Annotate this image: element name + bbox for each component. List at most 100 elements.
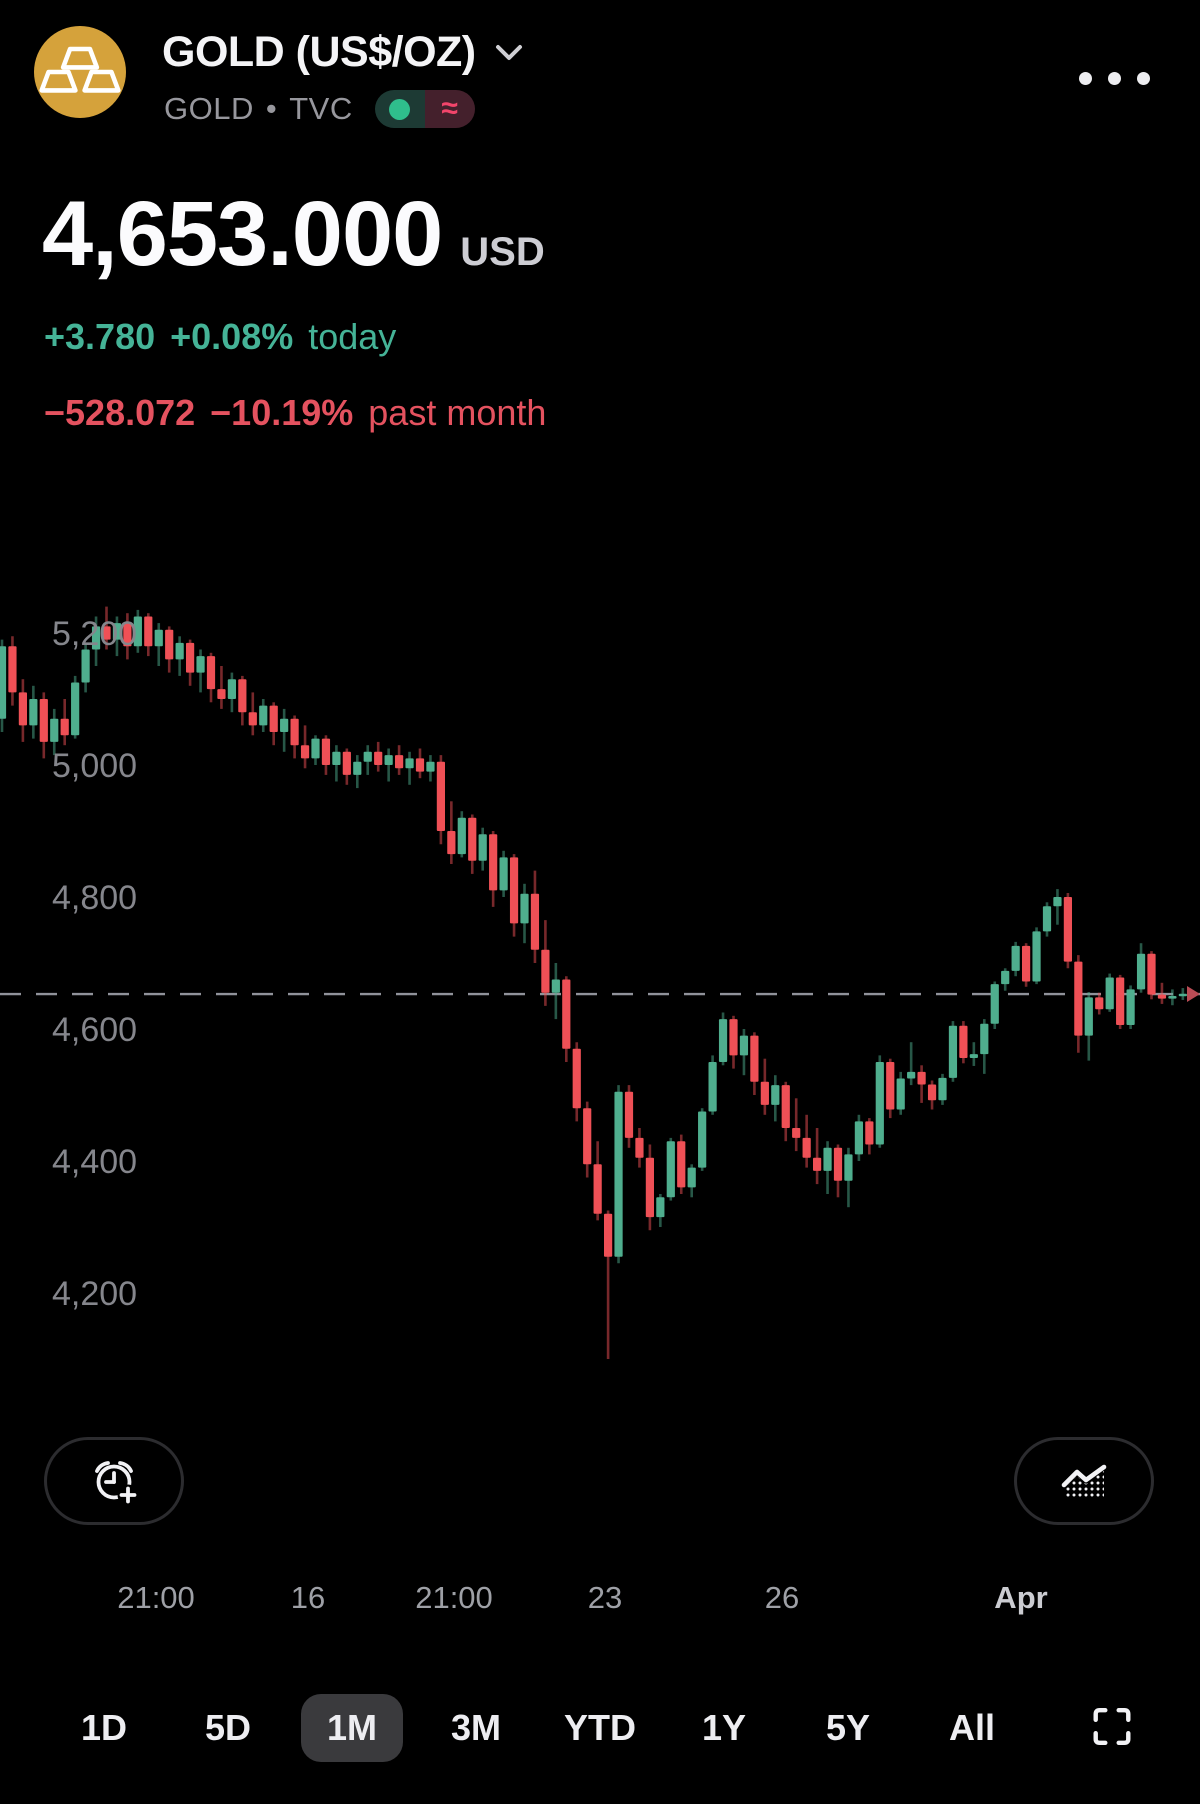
market-open-segment: [374, 90, 425, 128]
candle: [489, 834, 498, 891]
candle: [656, 1197, 665, 1218]
candle: [1105, 977, 1114, 1010]
x-axis: 21:00 16 21:00 23 26 Apr: [0, 1580, 1200, 1624]
candle: [144, 616, 153, 647]
tab-ytd[interactable]: YTD: [538, 1694, 662, 1762]
candle: [8, 646, 17, 693]
candlestick-canvas[interactable]: 5,200 5,000 4,800 4,600 4,400 4,200: [0, 545, 1200, 1425]
subtitle-separator: •: [265, 91, 278, 126]
candle: [196, 656, 205, 673]
dot-icon: [1137, 72, 1150, 85]
price-row: 4,653.000 USD: [42, 182, 545, 287]
candle: [259, 705, 268, 726]
candle: [227, 679, 236, 699]
candle: [384, 755, 393, 765]
page-title: GOLD (US$/OZ): [162, 28, 476, 76]
candle: [959, 1025, 968, 1059]
candle: [708, 1062, 717, 1112]
fullscreen-button[interactable]: [1081, 1696, 1143, 1761]
symbol-selector[interactable]: GOLD (US$/OZ): [162, 28, 524, 77]
candle: [802, 1137, 811, 1158]
candle: [1178, 993, 1187, 997]
change-today-value: +3.780: [44, 316, 156, 357]
tab-3m[interactable]: 3M: [425, 1694, 527, 1762]
candle: [1084, 997, 1093, 1036]
candle: [332, 751, 341, 765]
fullscreen-icon: [1093, 1708, 1131, 1745]
alarm-add-icon: [95, 1461, 139, 1506]
chart-style-button[interactable]: [1014, 1437, 1154, 1525]
candle: [1095, 997, 1104, 1010]
tab-5d[interactable]: 5D: [179, 1694, 277, 1762]
candle: [217, 689, 226, 699]
candle: [447, 831, 456, 855]
candle: [342, 751, 351, 775]
candle: [457, 817, 466, 855]
candle: [844, 1154, 853, 1181]
candle: [509, 857, 519, 924]
candle: [583, 1108, 592, 1165]
candle: [478, 834, 487, 861]
change-today: +3.780 +0.08% today: [44, 316, 396, 358]
chart-area: 5,200 5,000 4,800 4,600 4,400 4,200: [0, 545, 1200, 1425]
candle: [760, 1081, 769, 1105]
candle: [154, 629, 163, 647]
candle: [269, 705, 278, 732]
add-alert-button[interactable]: [44, 1437, 184, 1525]
dot-icon: [1079, 72, 1092, 85]
candle: [750, 1035, 759, 1082]
tab-5y[interactable]: 5Y: [800, 1694, 896, 1762]
candle: [1022, 945, 1031, 982]
candle: [374, 751, 383, 765]
candle: [50, 718, 59, 742]
last-price-marker: [1187, 986, 1200, 1003]
change-month-value: −528.072: [44, 392, 196, 433]
more-options-button[interactable]: [1073, 66, 1156, 91]
candle: [133, 616, 142, 647]
candle: [0, 646, 7, 719]
candle: [60, 718, 69, 736]
candle: [499, 857, 508, 891]
change-month-label: past month: [368, 392, 547, 433]
tab-1d[interactable]: 1D: [55, 1694, 153, 1762]
tab-1y[interactable]: 1Y: [676, 1694, 772, 1762]
y-axis-label: 4,800: [52, 879, 137, 917]
candle: [426, 761, 435, 772]
candle: [593, 1164, 602, 1214]
candle: [1074, 961, 1083, 1036]
candle: [781, 1085, 790, 1128]
candle: [238, 679, 247, 713]
x-axis-label: 26: [764, 1580, 800, 1615]
y-axis-label: 5,200: [52, 615, 137, 653]
candle: [1147, 953, 1156, 995]
candle: [290, 718, 299, 746]
candle: [541, 949, 550, 993]
candle: [186, 642, 195, 673]
candle: [395, 755, 404, 769]
market-status-badge[interactable]: ≈: [374, 90, 475, 128]
candle: [624, 1091, 634, 1138]
chevron-down-icon: [495, 44, 522, 60]
candle: [520, 893, 529, 924]
candle: [645, 1157, 654, 1218]
candle: [896, 1078, 905, 1110]
candle: [854, 1121, 863, 1155]
tab-all[interactable]: All: [923, 1694, 1021, 1762]
x-axis-label: 23: [587, 1580, 623, 1615]
dot-icon: [1108, 72, 1121, 85]
tab-1m[interactable]: 1M: [300, 1694, 404, 1762]
candle: [792, 1128, 801, 1138]
candle: [300, 745, 310, 759]
candle: [614, 1091, 623, 1257]
candle: [112, 623, 122, 640]
candle: [718, 1019, 728, 1062]
area-chart-icon: [1061, 1464, 1107, 1499]
x-axis-label: 21:00: [415, 1580, 493, 1615]
x-axis-label: 21:00: [117, 1580, 195, 1615]
candle: [468, 817, 477, 861]
y-axis-label: 4,600: [52, 1011, 137, 1049]
exchange-code: TVC: [289, 91, 353, 126]
candle: [833, 1147, 843, 1181]
candle: [248, 712, 257, 726]
